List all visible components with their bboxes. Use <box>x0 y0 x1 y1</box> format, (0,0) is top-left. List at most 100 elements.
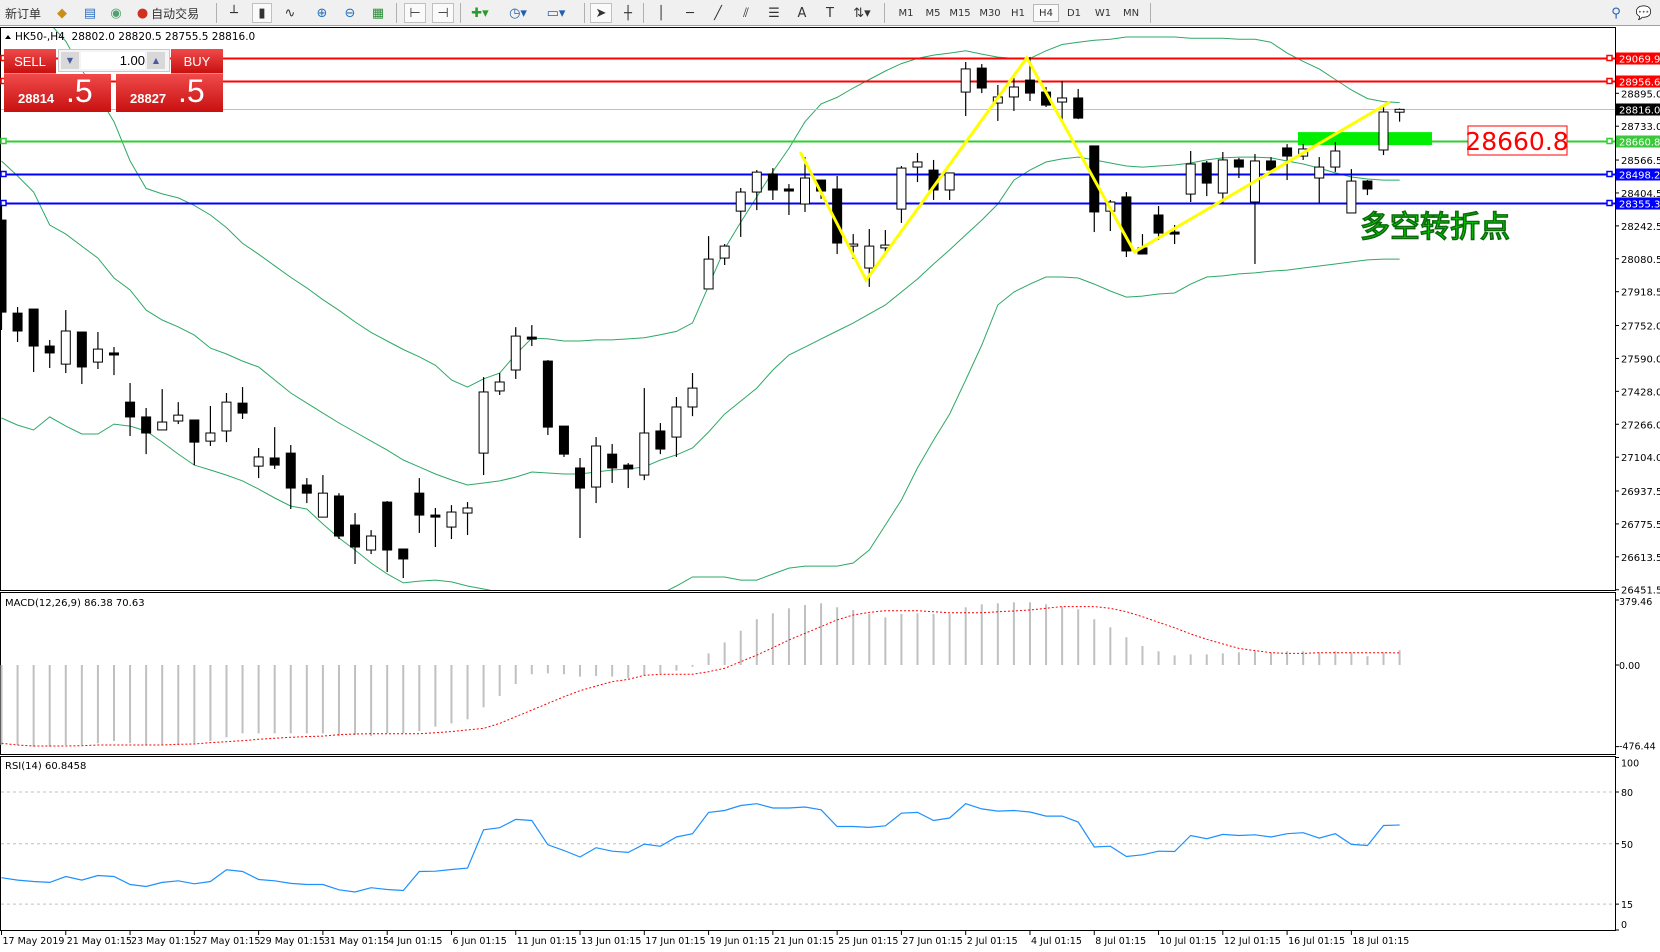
cursor-icon[interactable]: ➤ <box>590 3 612 23</box>
line-handle-right[interactable] <box>1606 199 1613 207</box>
text-icon[interactable]: A <box>797 5 807 21</box>
indicators-icon[interactable]: ✚▾ <box>471 5 489 21</box>
candle-bearish <box>1169 231 1180 235</box>
candle-bullish <box>494 381 505 392</box>
market-watch-icon[interactable]: ◆ <box>57 5 67 21</box>
time-tick-label: 17 May 2019 <box>3 936 65 947</box>
candle-bullish <box>510 335 521 371</box>
lot-increase-icon[interactable]: ▲ <box>147 52 165 69</box>
rsi-panel: 100 80 50 15 0 <box>1 757 1639 931</box>
rsi-line <box>1 803 1400 893</box>
price-tag-label: 28816.0 <box>1619 106 1660 117</box>
time-tick-label: 6 Jun 01:15 <box>452 936 506 947</box>
timeframe-m1[interactable]: M1 <box>898 7 914 19</box>
time-tick-label: 18 Jul 01:15 <box>1352 936 1409 947</box>
sell-price-button[interactable]: 28814 .5 <box>4 73 111 112</box>
bar-chart-icon[interactable]: ┴ <box>230 5 238 21</box>
zigzag-line[interactable] <box>798 55 1391 283</box>
candle-bullish <box>1330 150 1341 168</box>
zoom-in-icon[interactable]: ⊕ <box>316 5 328 21</box>
candle-bearish <box>607 453 618 469</box>
text-label-icon[interactable]: T <box>826 5 834 21</box>
auto-trading-button[interactable]: ● 自动交易 <box>128 3 208 23</box>
buy-button[interactable]: BUY <box>171 49 223 74</box>
auto-trading-label: 自动交易 <box>151 6 200 21</box>
line-handle-left[interactable] <box>0 199 7 207</box>
candle-bullish <box>800 177 810 205</box>
timeframe-h4[interactable]: H4 <box>1033 4 1059 22</box>
tile-windows-icon[interactable]: ▦ <box>371 5 385 21</box>
templates-icon[interactable]: ▭▾ <box>546 5 566 21</box>
autoscroll-icon[interactable]: ⊣ <box>432 3 454 23</box>
candle-bullish <box>591 445 602 488</box>
periods-icon[interactable]: ◷▾ <box>509 5 527 21</box>
candle-bullish <box>1008 86 1019 98</box>
timeframe-d1[interactable]: D1 <box>1066 7 1082 19</box>
rsi-tick-label: 100 <box>1621 759 1639 770</box>
chat-icon[interactable]: 💬 <box>1635 5 1653 21</box>
trendline-icon[interactable]: ╱ <box>714 5 722 21</box>
line-handle-right[interactable] <box>1606 77 1613 85</box>
timeframe-mn[interactable]: MN <box>1122 7 1140 19</box>
candle-bearish <box>108 352 119 356</box>
price-tick-label: 26937.5 <box>1621 487 1660 498</box>
crosshair-icon[interactable]: ┼ <box>624 5 632 21</box>
candle-bearish <box>575 467 586 489</box>
new-order-button[interactable]: 新订单 <box>1 3 45 23</box>
signals-icon[interactable]: ◉ <box>110 5 122 21</box>
price-annotation-box[interactable]: 28660.8 <box>1465 125 1569 156</box>
candle-bearish <box>237 402 248 414</box>
line-handle-left[interactable] <box>0 137 7 145</box>
price-annotation-text: 28660.8 <box>1465 127 1568 156</box>
price-tick-label: 28080.5 <box>1621 255 1660 266</box>
horizontal-line-icon[interactable]: ─ <box>686 5 694 21</box>
candle-bullish <box>60 330 71 365</box>
price-tick-label: 28566.5 <box>1621 156 1660 167</box>
lot-size-input[interactable]: 1.00 <box>81 52 145 69</box>
candle-bullish <box>864 245 875 269</box>
collapse-triangle-icon[interactable] <box>5 35 11 39</box>
equidistant-channel-icon[interactable]: ⫽ <box>743 5 749 21</box>
line-chart-icon[interactable]: ∿ <box>284 5 296 21</box>
timeframe-w1[interactable]: W1 <box>1094 7 1112 19</box>
timeframe-m30[interactable]: M30 <box>979 7 1001 19</box>
chart-shift-icon[interactable]: ⊢ <box>404 3 426 23</box>
arrows-icon[interactable]: ⇅▾ <box>853 5 871 21</box>
candle-bearish <box>382 501 393 551</box>
timeframe-h1[interactable]: H1 <box>1011 7 1025 19</box>
timeframe-m5[interactable]: M5 <box>925 7 941 19</box>
price-tag <box>1616 75 1660 88</box>
candle-bullish <box>462 507 473 514</box>
lot-size-stepper[interactable]: ▼ 1.00 ▲ <box>58 49 170 72</box>
candle-bullish <box>317 492 328 518</box>
vertical-line-icon[interactable]: │ <box>657 5 665 21</box>
line-handle-left[interactable] <box>0 170 7 178</box>
sell-button[interactable]: SELL <box>4 49 56 74</box>
macd-tick-label: -476.44 <box>1619 742 1656 753</box>
rsi-tick-label: 80 <box>1621 788 1633 799</box>
line-handle-right[interactable] <box>1606 54 1613 62</box>
line-handle-right[interactable] <box>1606 137 1613 145</box>
buy-label: BUY <box>183 53 211 69</box>
candle-bearish <box>542 360 553 428</box>
candle-bullish <box>671 406 682 438</box>
price-tick-label: 28895.0 <box>1621 89 1660 100</box>
candle-bullish <box>253 456 264 467</box>
line-handle-right[interactable] <box>1606 170 1613 178</box>
trend-reversal-label[interactable]: 多空转折点 <box>1360 210 1511 246</box>
buy-price-button[interactable]: 28827 .5 <box>116 73 223 112</box>
fibonacci-icon[interactable]: ☰ <box>768 5 780 21</box>
price-tick-label: 26451.5 <box>1621 586 1660 597</box>
candlestick-icon[interactable]: ▮ <box>252 3 272 23</box>
candle-bearish <box>623 464 634 470</box>
lot-decrease-icon[interactable]: ▼ <box>61 52 79 69</box>
candle-bearish <box>1201 162 1212 184</box>
zoom-out-icon[interactable]: ⊖ <box>344 5 356 21</box>
search-icon[interactable]: ⚲ <box>1611 5 1621 21</box>
timeframe-m15[interactable]: M15 <box>949 7 971 19</box>
candle-bullish <box>1217 159 1228 194</box>
navigator-icon[interactable]: ▤ <box>83 5 97 21</box>
zigzag-trendlines[interactable] <box>798 55 1391 283</box>
candle-bearish <box>1282 147 1293 157</box>
